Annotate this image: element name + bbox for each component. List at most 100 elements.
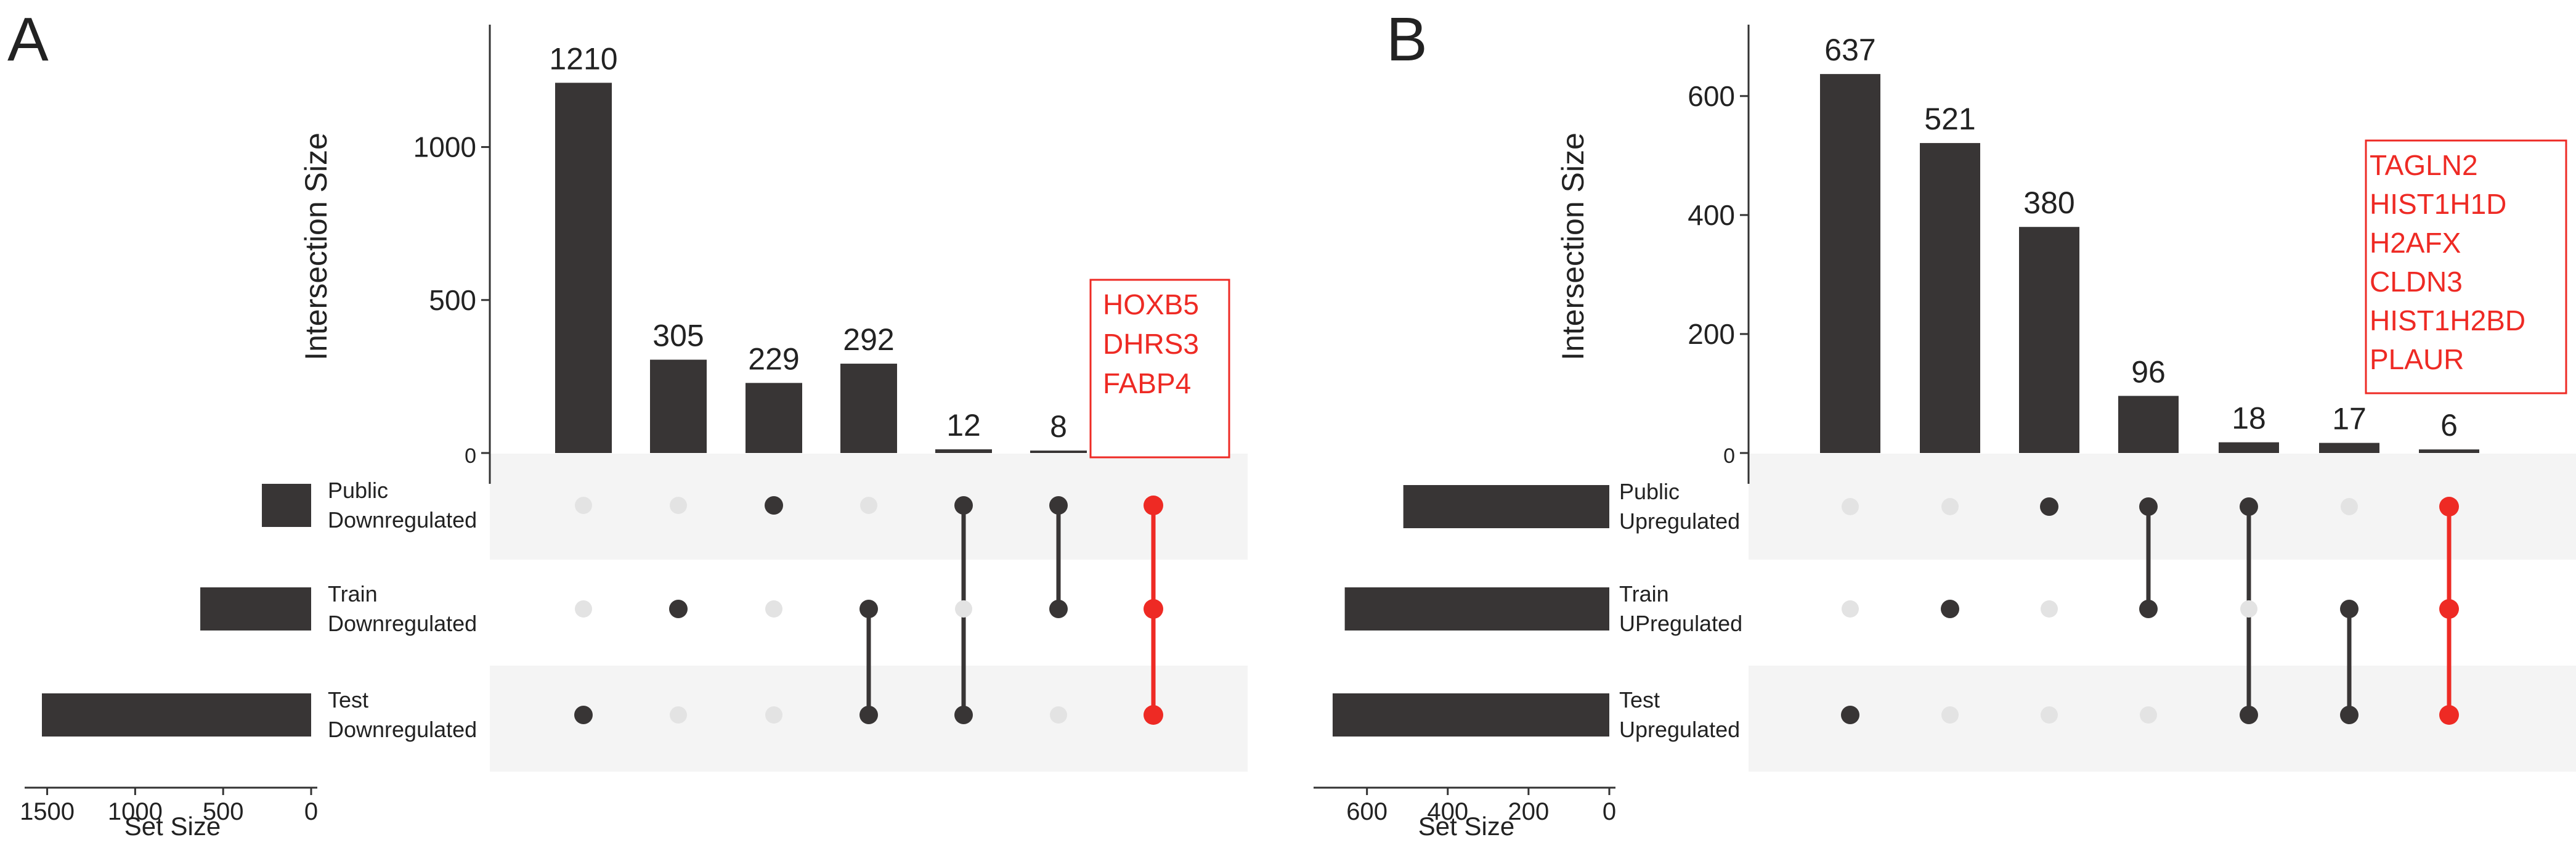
matrix-dot-active [1144, 496, 1163, 515]
intersection-bar [1030, 451, 1087, 453]
upset-panel-b: B 0 200 400 600 Intersection Size 637 521 380 96 1… [1314, 5, 2576, 841]
intersection-count-label: 637 [1824, 33, 1875, 67]
matrix-dot-active [765, 496, 783, 515]
panel-label: A [7, 5, 49, 74]
intersection-bar [2319, 443, 2379, 453]
set-name-line2: Upregulated [1619, 508, 1740, 534]
gene-name: FABP4 [1103, 367, 1191, 399]
intersection-count-label: 229 [748, 341, 799, 376]
intersection-count-label: 12 [946, 408, 981, 443]
set-size-bar [41, 693, 312, 737]
intersection-bar [1920, 143, 1980, 453]
set-name-line2: Downregulated [328, 717, 477, 742]
matrix-dot-inactive [860, 497, 877, 514]
gene-name: HIST1H1D [2370, 188, 2506, 220]
intersection-count-label: 18 [2232, 401, 2266, 436]
matrix-dot-inactive [765, 600, 782, 618]
intersection-bar [1820, 74, 1880, 454]
matrix-dot-active [1144, 599, 1163, 619]
gene-name: CLDN3 [2370, 266, 2463, 298]
upset-panel-a: A 0 500 1000 Intersection Size 1210 305 229 292 1… [7, 5, 1248, 841]
matrix-row-band [1749, 560, 2576, 666]
set-size-x-tick-label: 0 [1603, 798, 1616, 825]
matrix-dot-active [2240, 497, 2258, 516]
matrix-dot-inactive [1941, 706, 1959, 724]
matrix-dot-active [2439, 705, 2459, 725]
matrix-dot-active [2340, 706, 2359, 724]
set-name-line1: Train [328, 581, 378, 606]
matrix-dot-active [859, 706, 878, 724]
matrix-dot-active [1144, 705, 1163, 725]
matrix-dot-active [1941, 600, 1959, 618]
intersection-count-label: 1210 [549, 41, 617, 76]
intersection-bar [2118, 396, 2179, 453]
matrix-dot-inactive [1842, 600, 1859, 618]
matrix-dot-active [859, 600, 878, 618]
matrix-row-band [1749, 454, 2576, 560]
set-size-x-tick-label: 400 [1427, 798, 1468, 825]
matrix-dot-inactive [670, 497, 687, 514]
intersection-count-label: 292 [843, 322, 894, 357]
set-name-line2: Upregulated [1619, 717, 1740, 742]
gene-annotation-border [1089, 279, 1230, 459]
set-name-line1: Test [1619, 687, 1660, 712]
intersection-y-tick-label: 200 [1688, 318, 1735, 350]
set-size-bar [1344, 587, 1609, 631]
intersection-bar [2219, 442, 2279, 453]
intersection-y-tick-label: 0 [465, 444, 476, 468]
intersection-y-tick-label: 400 [1688, 199, 1735, 231]
matrix-dot-active [2240, 706, 2258, 724]
intersection-count-label: 17 [2332, 402, 2367, 436]
intersection-bar [746, 383, 802, 453]
matrix-dot-active [954, 706, 973, 724]
matrix-dot-inactive [1842, 498, 1859, 515]
set-size-x-tick-label: 0 [304, 798, 318, 825]
set-size-bar [200, 587, 311, 631]
matrix-dot-inactive [1050, 706, 1067, 724]
matrix-dot-inactive [575, 600, 592, 618]
matrix-dot-active [1841, 706, 1859, 724]
matrix-dot-active [2340, 600, 2359, 618]
matrix-dot-inactive [765, 706, 782, 724]
matrix-dot-active [2439, 497, 2459, 516]
matrix-dot-inactive [2041, 706, 2058, 724]
matrix-dot-inactive [575, 497, 592, 514]
matrix-dot-active [954, 496, 973, 515]
set-size-bar [262, 484, 311, 527]
panel-label: B [1386, 5, 1428, 74]
intersection-bar [650, 359, 707, 453]
intersection-count-label: 96 [2131, 354, 2166, 389]
intersection-bar [2019, 227, 2079, 453]
set-size-axis-title: Set Size [124, 812, 221, 841]
intersection-y-tick-label: 1000 [413, 131, 476, 163]
matrix-dot-active [2139, 497, 2158, 516]
matrix-dot-active [2139, 600, 2158, 618]
intersection-count-label: 521 [1924, 102, 1975, 136]
matrix-dot-inactive [2140, 706, 2157, 724]
gene-name: PLAUR [2370, 343, 2464, 375]
gene-name: HIST1H2BD [2370, 304, 2525, 337]
intersection-count-label: 6 [2440, 408, 2458, 443]
set-size-x-tick-label: 200 [1508, 798, 1550, 825]
intersection-count-label: 8 [1050, 409, 1067, 444]
set-name-line2: Downregulated [328, 507, 477, 533]
set-size-axis-title: Set Size [1418, 812, 1514, 841]
set-name-line2: Downregulated [328, 611, 477, 636]
set-size-x-tick-label: 1500 [20, 798, 75, 825]
set-name-line1: Train [1619, 581, 1669, 606]
intersection-axis-title: Intersection Size [299, 133, 333, 361]
gene-annotation-box: HOXB5 DHRS3 FABP4 [1089, 279, 1230, 459]
gene-name: HOXB5 [1103, 288, 1199, 320]
matrix-dot-inactive [1941, 498, 1959, 515]
intersection-bar [2419, 449, 2479, 453]
intersection-axis-title: Intersection Size [1556, 133, 1590, 361]
set-name-line1: Public [328, 478, 388, 503]
intersection-y-tick-label: 0 [1723, 444, 1735, 468]
set-size-x-tick-label: 500 [203, 798, 244, 825]
gene-annotation-border [2365, 139, 2567, 394]
gene-name: H2AFX [2370, 227, 2461, 259]
set-name-line1: Public [1619, 479, 1680, 504]
intersection-y-tick-label: 500 [429, 284, 476, 316]
gene-name: TAGLN2 [2370, 149, 2478, 181]
